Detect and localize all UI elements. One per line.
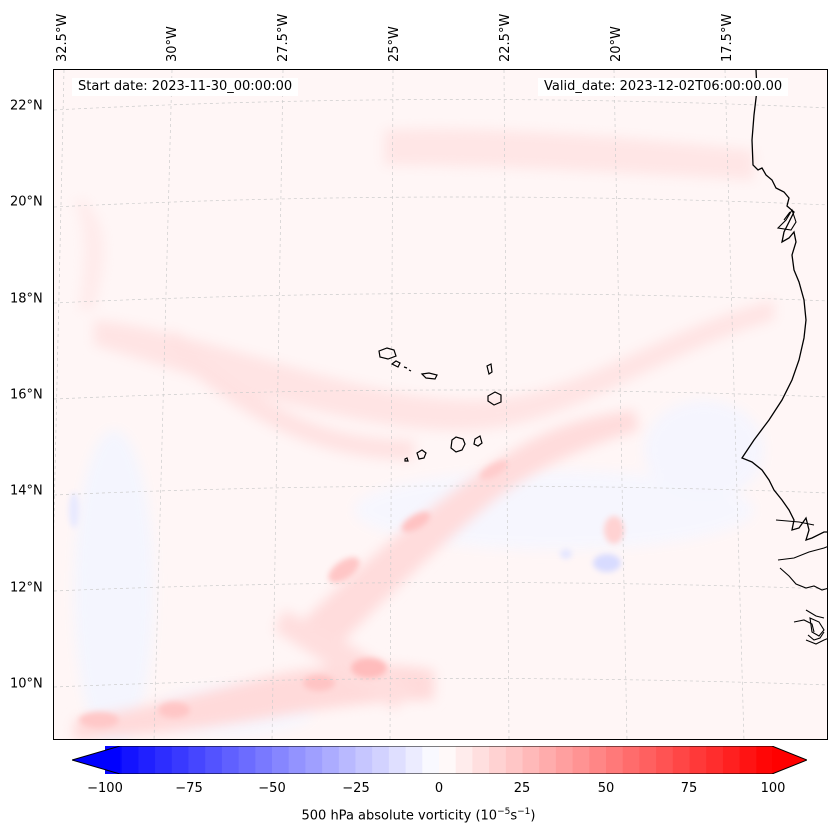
map-panel xyxy=(53,69,828,740)
colorbar-segment xyxy=(589,746,607,774)
lat-label-10n: 10°N xyxy=(10,676,43,692)
colorbar-tick-50: 50 xyxy=(597,781,615,796)
colorbar-segment xyxy=(689,746,707,774)
colorbar-segment xyxy=(455,746,473,774)
colorbar-segment xyxy=(722,746,741,774)
colorbar-extend-min xyxy=(72,746,120,774)
lat-label-18n: 18°N xyxy=(10,291,43,307)
colorbar-segment xyxy=(706,746,724,774)
lat-label-16n: 16°N xyxy=(10,387,43,403)
colorbar-segment xyxy=(656,746,674,774)
colorbar-svg xyxy=(70,745,809,775)
colorbar-segment xyxy=(522,746,540,774)
colorbar-title-end: ) xyxy=(530,808,536,824)
colorbar-segment xyxy=(405,746,423,774)
lon-label-22-5w: 22.5°W xyxy=(498,13,513,62)
colorbar-tick-minus75: −75 xyxy=(175,781,203,796)
colorbar-title: 500 hPa absolute vorticity (10−5s−1) xyxy=(0,807,837,823)
colorbar-segment xyxy=(606,746,624,774)
colorbar-segment xyxy=(322,746,340,774)
colorbar-segment xyxy=(305,746,323,774)
colorbar-segment xyxy=(639,746,657,774)
colorbar-segment xyxy=(539,746,557,774)
lat-label-22n: 22°N xyxy=(10,98,43,114)
lon-label-32-5w: 32.5°W xyxy=(55,13,70,62)
colorbar-segment xyxy=(355,746,373,774)
colorbar-segment xyxy=(221,746,240,774)
colorbar-segment xyxy=(388,746,407,774)
colorbar-segment xyxy=(188,746,206,774)
lat-label-12n: 12°N xyxy=(10,580,43,596)
lat-label-14n: 14°N xyxy=(10,483,43,499)
colorbar-tick-0: 0 xyxy=(434,781,444,796)
colorbar-tick-minus50: −50 xyxy=(258,781,286,796)
graticule xyxy=(54,70,827,739)
start-date-label: Start date: 2023-11-30_00:00:00 xyxy=(72,78,299,96)
colorbar-segment xyxy=(338,746,357,774)
negative-vorticity-cores xyxy=(69,492,621,572)
colorbar-extend-max xyxy=(772,746,807,774)
lon-label-27-5w: 27.5°W xyxy=(276,13,291,62)
colorbar-segment xyxy=(238,746,256,774)
colorbar-segment xyxy=(472,746,490,774)
colorbar-tick-100: 100 xyxy=(760,781,786,796)
colorbar-segment xyxy=(505,746,524,774)
colorbar-tick-25: 25 xyxy=(513,781,531,796)
colorbar-segment xyxy=(205,746,223,774)
colorbar-segment xyxy=(489,746,507,774)
lon-label-17-5w: 17.5°W xyxy=(720,13,735,62)
colorbar-title-exp1: −5 xyxy=(497,807,511,817)
cape-verde-islands xyxy=(378,347,502,462)
colorbar-segment xyxy=(756,746,774,774)
coast-detail-guinea xyxy=(807,617,825,641)
lat-label-20n: 20°N xyxy=(10,194,43,210)
valid-date-label: Valid_date: 2023-12-02T06:00:00.00 xyxy=(538,78,789,96)
colorbar-segment xyxy=(622,746,640,774)
colorbar-tick-minus25: −25 xyxy=(342,781,370,796)
colorbar-segment xyxy=(372,746,390,774)
colorbar-segment xyxy=(138,746,156,774)
colorbar-title-main: 500 hPa absolute vorticity (10 xyxy=(301,808,498,824)
colorbar-segment xyxy=(272,746,290,774)
colorbar-segment xyxy=(439,746,457,774)
colorbar-segment xyxy=(572,746,590,774)
colorbar-segment xyxy=(422,746,440,774)
colorbar-segment xyxy=(555,746,574,774)
colorbar-segments xyxy=(105,746,774,774)
coast-detail-senegal xyxy=(775,519,827,645)
lon-label-20w: 20°W xyxy=(609,26,624,62)
colorbar-tick-minus100: −100 xyxy=(87,781,123,796)
coast-detail-north xyxy=(776,208,797,231)
colorbar-segment xyxy=(739,746,757,774)
colorbar xyxy=(70,745,809,775)
west-africa-coastline xyxy=(741,70,827,542)
positive-vorticity-cores xyxy=(79,460,624,728)
colorbar-segment xyxy=(288,746,306,774)
positive-vorticity-bands xyxy=(74,129,774,739)
lon-label-30w: 30°W xyxy=(165,26,180,62)
colorbar-title-unit: s xyxy=(510,808,518,824)
lon-label-25w: 25°W xyxy=(387,26,402,62)
colorbar-segment xyxy=(171,746,190,774)
colorbar-title-exp2: −1 xyxy=(517,807,531,817)
colorbar-segment xyxy=(155,746,173,774)
vorticity-map xyxy=(54,70,827,739)
colorbar-segment xyxy=(672,746,691,774)
colorbar-segment xyxy=(255,746,273,774)
colorbar-segment xyxy=(121,746,139,774)
colorbar-tick-75: 75 xyxy=(680,781,698,796)
